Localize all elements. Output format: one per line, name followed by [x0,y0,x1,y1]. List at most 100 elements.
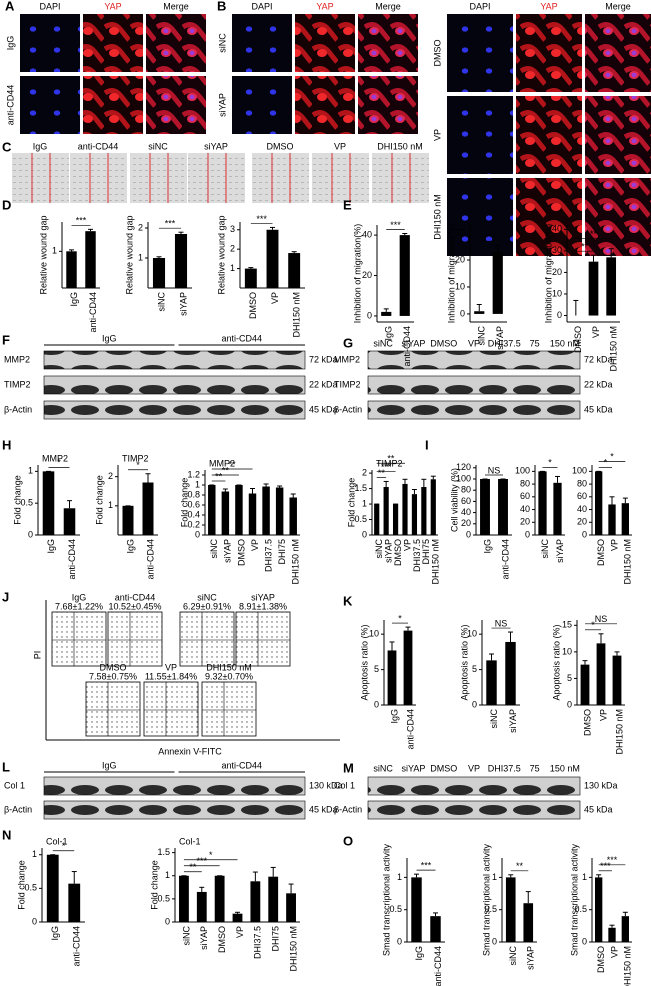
sample-name: DHI150 nM [206,662,252,672]
x-tick-label: anti-CD44 [88,292,98,333]
x-tick-label: anti-CD44 [500,539,510,580]
flow-plot [107,611,163,667]
protein-label: Col 1 [334,780,355,790]
y-axis-label: Smad transcriptional activity [569,843,579,956]
wound-image [70,153,127,203]
y-tick-label: 0 [460,308,465,318]
y-tick-label: 40 [577,504,587,514]
significance-label: * [136,460,140,470]
x-tick-label: siNC [477,326,487,346]
y-axis-label: Fold change [94,475,104,525]
lane-label: DHI37.5 [488,763,521,773]
bar [286,893,296,922]
significance-label: *** [381,462,392,472]
y-axis-label: Fold change [16,860,26,910]
y-tick-label: 80 [520,478,530,488]
x-tick-label: VP [235,926,245,938]
bar [232,913,243,922]
x-tick-label: DHI150 nM [623,539,633,585]
panel-letter: E [343,197,352,212]
y-tick-label: 1 [32,849,37,859]
size-label: 45 kDa [309,804,338,814]
x-tick-label: DMSO [393,539,403,566]
x-tick-label: siNC [181,926,191,946]
protein-label: β-Actin [334,404,362,414]
bar [411,877,422,942]
micrograph [83,14,143,72]
y-tick-label: 3 [230,224,235,234]
y-axis-label: Relative wound gap [216,215,226,294]
significance-label: ** [485,232,493,242]
y-tick-label: 20 [455,254,465,264]
condition-label: DMSO [267,141,294,151]
bar [430,479,436,535]
y-tick-label: 1 [138,252,143,262]
x-tick-label: DMSO [236,539,246,566]
x-tick-label: siNC [209,539,219,559]
blot-band [367,800,581,820]
wound-image [130,153,187,203]
column-header: YAP [316,1,333,11]
y-tick-label: 1.5 [354,483,367,493]
axis-label: Annexin V-FITC [158,746,222,756]
y-tick-label: 0 [374,699,379,709]
protein-label: TIMP2 [4,379,31,389]
panel-letter: F [2,332,10,347]
panel-letter: B [217,0,226,13]
row-label: IgG [5,36,15,51]
bar [235,485,243,535]
y-axis-label: Inhibition of migration(%) [446,224,456,324]
bar [85,231,96,288]
significance-label: ** [378,468,386,478]
y-tick-label: 30 [552,245,562,255]
bar [248,493,257,535]
axis-label: PI [32,651,42,660]
blot-band [43,375,306,395]
bar [492,251,503,314]
y-tick-label: 5 [472,664,477,674]
x-tick-label: siYAP [384,539,394,563]
condition-label: DHI150 nM [377,141,423,151]
group-label: IgG [102,760,117,770]
y-tick-label: 1 [52,246,57,256]
sample-value: 6.29±0.91% [183,601,231,611]
significance-label: *** [390,220,401,230]
x-tick-label: DMSO [573,326,583,353]
lane-label: siNC [373,338,393,348]
y-tick-label: 10 [467,629,477,639]
y-tick-label: 40 [520,504,530,514]
panel-letter: M [343,760,354,775]
x-tick-label: anti-CD44 [72,926,82,967]
x-tick-label: DHI150 nM [623,946,633,986]
x-tick-label: siYAP [495,326,505,350]
y-tick-label: 20 [577,517,587,527]
y-tick-label: 1 [108,500,113,510]
bar [486,660,497,705]
group-label: IgG [102,333,117,343]
significance-label: *** [600,861,611,871]
bar [596,643,606,705]
wound-image [312,153,369,203]
x-tick-label: DHI75 [421,539,431,565]
y-tick-label: 10 [562,646,572,656]
protein-label: TIMP2 [334,379,361,389]
bar [608,504,616,535]
row-label: anti-CD44 [5,85,15,126]
y-axis-label: Cell viability (%) [449,468,459,532]
blot-band [367,776,581,796]
x-tick-label: VP [591,326,601,338]
panel-letter: D [2,197,11,212]
condition-label: siNC [148,141,168,151]
x-tick-label: siYAP [555,539,565,563]
x-tick-label: DHI37.5 [412,539,422,572]
x-tick-label: VP [250,539,260,551]
micrograph [585,96,651,174]
x-tick-label: siYAP [526,946,536,970]
bar [208,485,216,535]
significance-label: *** [256,214,267,224]
bar [387,650,397,705]
y-axis-label: Fold change [12,475,22,525]
lane-label: VP [468,338,480,348]
lane-label: DHI37.5 [488,338,521,348]
significance-label: ** [516,861,524,871]
